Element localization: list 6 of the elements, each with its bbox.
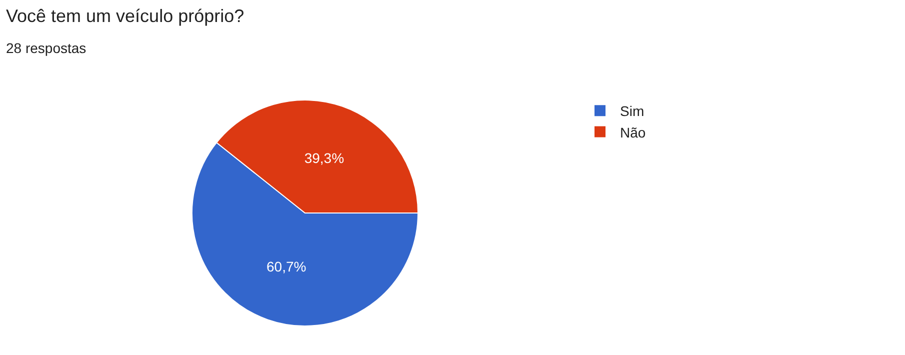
- data-label: 39,3%: [304, 150, 344, 166]
- legend-label: Não: [620, 124, 646, 140]
- legend-label: Sim: [620, 103, 644, 120]
- data-label: 60,7%: [266, 258, 306, 274]
- chart-title: Você tem um veículo próprio?: [6, 6, 244, 26]
- text: 28 respostas: [6, 40, 86, 56]
